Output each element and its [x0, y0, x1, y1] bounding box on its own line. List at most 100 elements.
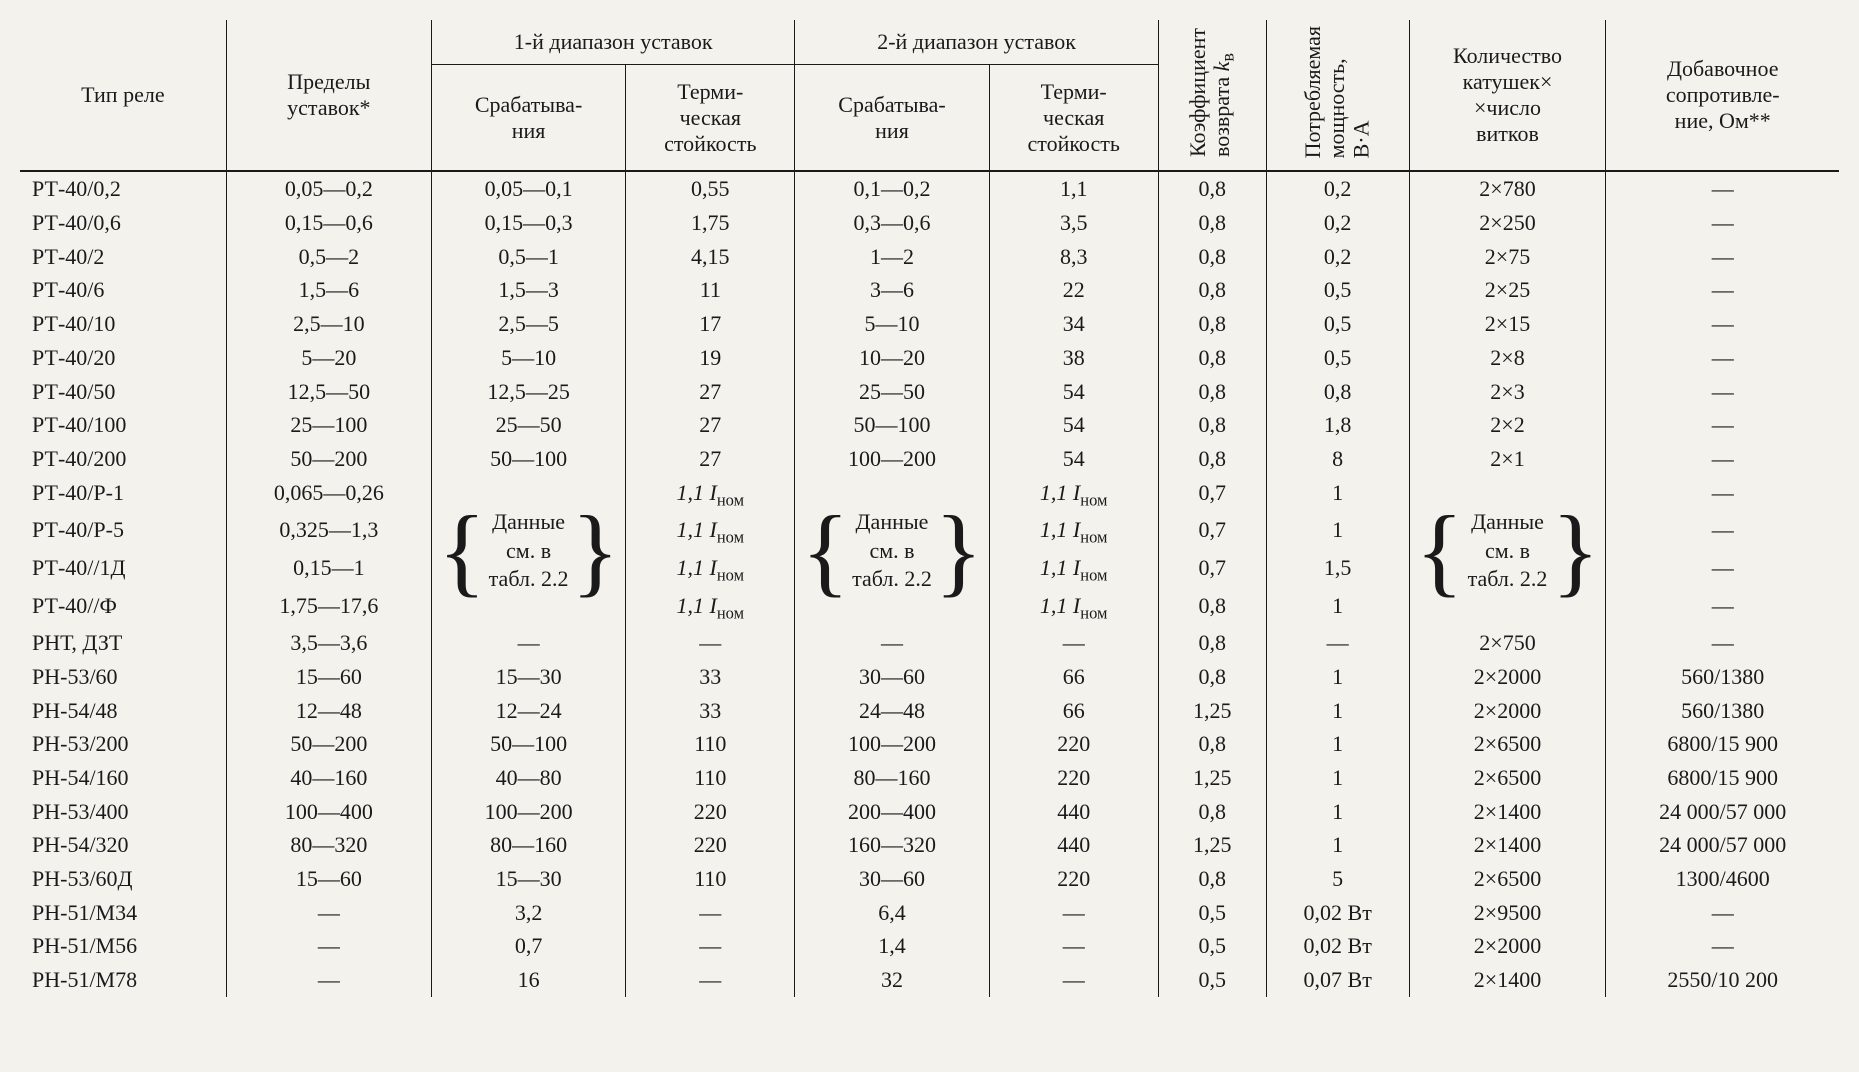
- brace-note-text: Данныесм. втабл. 2.2: [1468, 508, 1548, 594]
- cell-r1_th: 220: [626, 828, 795, 862]
- cell-resist: 2550/10 200: [1606, 963, 1839, 997]
- table-body: РТ-40/0,20,05—0,20,05—0,10,550,1—0,21,10…: [20, 171, 1839, 996]
- table-row: РН-53/400100—400100—200220200—4004400,81…: [20, 795, 1839, 829]
- cell-r1_op: 100—200: [431, 795, 625, 829]
- table-row: РН-53/20050—20050—100110100—2002200,812×…: [20, 727, 1839, 761]
- cell-r1_op: 50—100: [431, 727, 625, 761]
- cell-type: РН-53/60: [20, 660, 226, 694]
- inom-value: 1,1 Iном: [1040, 555, 1108, 580]
- cell-kv: 0,7: [1158, 551, 1266, 589]
- header-r1-op-l1: Срабатыва-: [475, 92, 582, 117]
- cell-power: 1: [1266, 795, 1409, 829]
- col-r1-op: Срабатыва- ния: [431, 65, 625, 172]
- cell-type: РНТ, ДЗТ: [20, 626, 226, 660]
- cell-kv: 0,8: [1158, 626, 1266, 660]
- cell-resist: —: [1606, 240, 1839, 274]
- header-r2-op-l2: ния: [875, 118, 909, 143]
- inom-cell: 1,1 Iном: [989, 476, 1158, 514]
- cell-r2_th: 66: [989, 660, 1158, 694]
- cell-r2_op: 24—48: [795, 694, 989, 728]
- cell-type: РТ-40/0,6: [20, 206, 226, 240]
- cell-limits: 0,15—0,6: [226, 206, 431, 240]
- cell-r2_th: 440: [989, 828, 1158, 862]
- table-row: РТ-40/0,20,05—0,20,05—0,10,550,1—0,21,10…: [20, 171, 1839, 206]
- header-coils-l1: Количество: [1453, 43, 1562, 68]
- cell-r1_th: 11: [626, 273, 795, 307]
- cell-limits: 15—60: [226, 862, 431, 896]
- cell-r1_op: 15—30: [431, 862, 625, 896]
- cell-r2_op: 10—20: [795, 341, 989, 375]
- cell-limits: 12,5—50: [226, 375, 431, 409]
- brace-note-cell: }Данныесм. втабл. 2.2{: [1409, 476, 1606, 627]
- header-r1-op-l2: ния: [512, 118, 546, 143]
- cell-r2_op: 1—2: [795, 240, 989, 274]
- cell-resist: —: [1606, 307, 1839, 341]
- cell-coils: 2×1400: [1409, 828, 1606, 862]
- cell-kv: 1,25: [1158, 761, 1266, 795]
- cell-r2_th: —: [989, 626, 1158, 660]
- cell-resist: 6800/15 900: [1606, 727, 1839, 761]
- cell-r2_op: 100—200: [795, 727, 989, 761]
- cell-r2_op: 32: [795, 963, 989, 997]
- cell-coils: 2×6500: [1409, 862, 1606, 896]
- header-r1-th-l3: стойкость: [664, 131, 756, 156]
- inom-value: 1,1 Iном: [1040, 593, 1108, 618]
- inom-cell: 1,1 Iном: [989, 589, 1158, 627]
- cell-power: 0,5: [1266, 273, 1409, 307]
- cell-r1_op: 50—100: [431, 442, 625, 476]
- col-r1-th: Терми- ческая стойкость: [626, 65, 795, 172]
- inom-value: 1,1 Iном: [677, 555, 745, 580]
- cell-coils: 2×780: [1409, 171, 1606, 206]
- cell-coils: 2×2000: [1409, 694, 1606, 728]
- cell-type: РН-51/М78: [20, 963, 226, 997]
- table-row: РН-51/М56—0,7—1,4—0,50,02 Вт2×2000—: [20, 929, 1839, 963]
- cell-resist: —: [1606, 341, 1839, 375]
- cell-resist: 560/1380: [1606, 660, 1839, 694]
- cell-kv: 1,25: [1158, 694, 1266, 728]
- cell-coils: 2×1: [1409, 442, 1606, 476]
- cell-r1_th: —: [626, 626, 795, 660]
- cell-limits: 0,325—1,3: [226, 513, 431, 551]
- cell-type: РН-51/М56: [20, 929, 226, 963]
- cell-r1_op: 1,5—3: [431, 273, 625, 307]
- cell-limits: 5—20: [226, 341, 431, 375]
- col-r2-th: Терми- ческая стойкость: [989, 65, 1158, 172]
- cell-r2_op: 80—160: [795, 761, 989, 795]
- header-resist-l1: Добавочное: [1667, 56, 1779, 81]
- cell-kv: 0,8: [1158, 375, 1266, 409]
- brace-note-text: Данныесм. втабл. 2.2: [489, 508, 569, 594]
- inom-value: 1,1 Iном: [1040, 517, 1108, 542]
- cell-kv: 0,8: [1158, 660, 1266, 694]
- cell-kv: 0,8: [1158, 206, 1266, 240]
- cell-r2_th: 66: [989, 694, 1158, 728]
- cell-power: 5: [1266, 862, 1409, 896]
- table-row: РТ-40/61,5—61,5—3113—6220,80,52×25—: [20, 273, 1839, 307]
- cell-resist: 560/1380: [1606, 694, 1839, 728]
- table-row: РТ-40/102,5—102,5—5175—10340,80,52×15—: [20, 307, 1839, 341]
- cell-resist: —: [1606, 476, 1839, 514]
- cell-limits: 50—200: [226, 727, 431, 761]
- inom-value: 1,1 Iном: [677, 480, 745, 505]
- cell-r1_op: 12—24: [431, 694, 625, 728]
- cell-coils: 2×1400: [1409, 795, 1606, 829]
- cell-kv: 0,8: [1158, 589, 1266, 627]
- cell-power: 0,02 Вт: [1266, 896, 1409, 930]
- cell-kv: 0,8: [1158, 408, 1266, 442]
- table-row: РНТ, ДЗТ3,5—3,6————0,8—2×750—: [20, 626, 1839, 660]
- cell-r1_op: 2,5—5: [431, 307, 625, 341]
- cell-kv: 0,8: [1158, 307, 1266, 341]
- header-r2-op-l1: Срабатыва-: [838, 92, 945, 117]
- cell-type: РН-53/400: [20, 795, 226, 829]
- cell-type: РТ-40/Р-5: [20, 513, 226, 551]
- table-row: РН-53/6015—6015—303330—60660,812×2000560…: [20, 660, 1839, 694]
- cell-kv: 0,5: [1158, 929, 1266, 963]
- cell-limits: 2,5—10: [226, 307, 431, 341]
- cell-type: РН-53/60Д: [20, 862, 226, 896]
- col-r2-op: Срабатыва- ния: [795, 65, 989, 172]
- cell-r1_th: —: [626, 896, 795, 930]
- cell-r2_th: 3,5: [989, 206, 1158, 240]
- brace-note-cell: }Данныесм. втабл. 2.2{: [431, 476, 625, 627]
- cell-limits: —: [226, 896, 431, 930]
- cell-r1_op: 0,05—0,1: [431, 171, 625, 206]
- cell-limits: —: [226, 963, 431, 997]
